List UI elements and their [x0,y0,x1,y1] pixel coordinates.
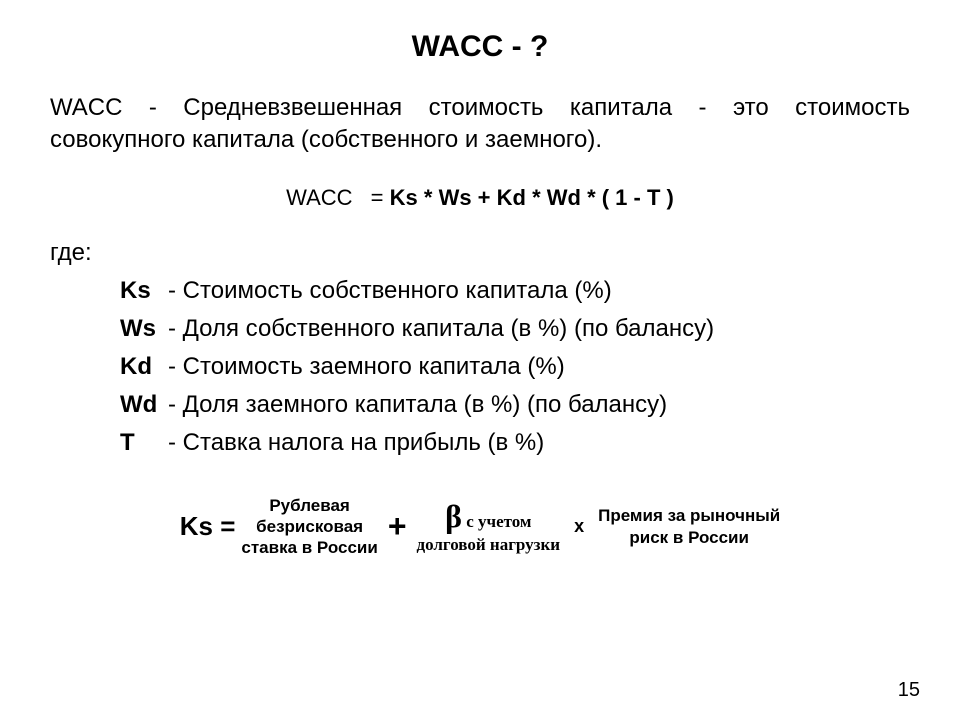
var-description: - Доля собственного капитала (в %) (по б… [168,315,714,343]
var-row: Kd - Стоимость заемного капитала (%) [120,353,910,381]
ks-term-riskfree: Рублевая безрисковая ставка в России [241,495,377,559]
var-row: Ks - Стоимость собственного капитала (%) [120,277,910,305]
plus-icon: + [384,508,411,545]
wacc-definition: WACC - Средневзвешенная стоимость капита… [50,92,910,157]
slide-title: WACC - ? [50,30,910,64]
ks-term1-line3: ставка в России [241,537,377,558]
ks-term-beta: β с учетом долговой нагрузки [417,498,561,555]
var-symbol: T [120,429,168,457]
ks-term3-line2: риск в России [598,527,780,548]
ks-term1-line1: Рублевая [241,495,377,516]
beta-bottom-line: долговой нагрузки [417,535,561,555]
variables-table: Ks - Стоимость собственного капитала (%)… [120,277,910,457]
var-row: Ws - Доля собственного капитала (в %) (п… [120,315,910,343]
var-description: - Стоимость заемного капитала (%) [168,353,565,381]
ks-formula: Ks = Рублевая безрисковая ставка в Росси… [50,495,910,559]
var-description: - Доля заемного капитала (в %) (по балан… [168,391,667,419]
var-row: T - Ставка налога на прибыль (в %) [120,429,910,457]
ks-term3-line1: Премия за рыночный [598,505,780,526]
var-description: - Ставка налога на прибыль (в %) [168,429,544,457]
wacc-formula: WACC = Ks * Ws + Kd * Wd * ( 1 - T ) [50,185,910,211]
multiply-icon: х [566,516,592,537]
var-symbol: Ws [120,315,168,343]
ks-lhs: Ks = [180,511,236,542]
var-description: - Стоимость собственного капитала (%) [168,277,612,305]
var-symbol: Wd [120,391,168,419]
var-symbol: Ks [120,277,168,305]
page-number: 15 [898,679,920,702]
beta-symbol: β [445,498,462,534]
ks-term-premium: Премия за рыночный риск в России [598,505,780,548]
var-symbol: Kd [120,353,168,381]
beta-top-tail: с учетом [462,512,532,531]
formula-rhs: Ks * Ws + Kd * Wd * ( 1 - T ) [390,185,674,210]
var-row: Wd - Доля заемного капитала (в %) (по ба… [120,391,910,419]
formula-eq: = [371,185,384,210]
where-label: где: [50,239,910,267]
formula-lhs: WACC [286,185,352,210]
ks-term1-line2: безрисковая [241,516,377,537]
beta-top-line: β с учетом [417,498,561,535]
